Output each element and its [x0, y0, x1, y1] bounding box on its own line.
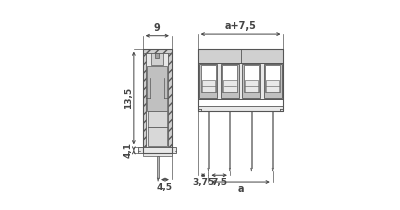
Bar	[244, 80, 258, 92]
Text: 4,5: 4,5	[157, 182, 173, 192]
Bar	[146, 53, 168, 147]
Text: a: a	[237, 184, 244, 194]
Text: 4,1: 4,1	[124, 142, 133, 158]
Bar	[201, 66, 216, 92]
Bar	[265, 66, 280, 92]
Bar	[168, 49, 172, 147]
Bar	[198, 106, 284, 111]
Bar	[198, 49, 284, 63]
Text: a+7,5: a+7,5	[225, 21, 256, 31]
Bar	[147, 66, 168, 111]
Bar	[229, 111, 230, 168]
Bar	[198, 49, 284, 111]
Bar	[148, 111, 167, 147]
Bar	[143, 49, 146, 147]
Bar	[264, 64, 282, 98]
Text: 3,75: 3,75	[192, 178, 214, 187]
Bar	[242, 64, 260, 98]
Bar	[155, 53, 160, 58]
Text: 7,5: 7,5	[211, 178, 227, 187]
Bar	[208, 111, 209, 168]
Bar	[202, 80, 215, 92]
Bar	[272, 111, 273, 168]
Text: 9: 9	[154, 23, 161, 33]
Bar	[198, 63, 284, 99]
Bar	[266, 80, 280, 92]
Bar	[200, 64, 218, 98]
Bar	[143, 49, 172, 154]
Bar	[157, 156, 159, 178]
Bar	[151, 53, 163, 65]
Bar	[138, 147, 176, 154]
Text: 13,5: 13,5	[124, 87, 133, 109]
Bar	[143, 49, 172, 53]
Bar	[251, 111, 252, 168]
Bar	[221, 64, 239, 98]
Bar	[222, 66, 237, 92]
Bar	[244, 66, 259, 92]
Bar	[223, 80, 236, 92]
Bar	[143, 154, 172, 156]
